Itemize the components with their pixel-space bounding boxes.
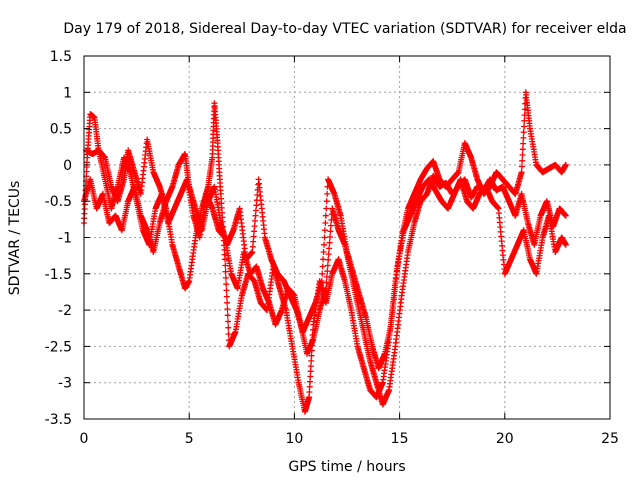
data-point (320, 256, 327, 263)
data-point (519, 152, 526, 158)
y-tick-label: 0 (63, 158, 72, 174)
data-point (518, 169, 525, 176)
data-point (307, 378, 313, 385)
data-point (325, 256, 332, 263)
data-point (327, 222, 334, 229)
data-point (250, 233, 257, 240)
data-point (306, 394, 313, 401)
data-point (223, 287, 230, 294)
x-axis: 0 5 10 15 20 25 (80, 56, 619, 447)
data-point (562, 212, 569, 219)
data-point (249, 243, 256, 250)
data-point (322, 212, 329, 219)
x-tick-label: 10 (285, 431, 303, 447)
data-point (323, 198, 330, 205)
data-point (251, 228, 258, 235)
y-axis-label: SDTVAR / TECUs (7, 181, 23, 296)
data-point (521, 123, 527, 130)
y-tick-label: 0.5 (50, 122, 72, 138)
chart-title: Day 179 of 2018, Sidereal Day-to-day VTE… (63, 21, 626, 37)
data-point (323, 279, 330, 286)
data-point (519, 157, 526, 164)
data-point (306, 389, 313, 395)
y-tick-label: 1.5 (50, 49, 72, 65)
data-point (224, 312, 231, 319)
data-point (253, 202, 260, 209)
data-point (320, 249, 327, 255)
data-point (323, 205, 330, 212)
data-point (324, 268, 331, 275)
data-point (321, 241, 327, 248)
y-tick-label: 1 (63, 85, 72, 101)
data-point (307, 373, 314, 380)
x-tick-label: 5 (185, 431, 194, 447)
data-point (324, 190, 331, 197)
y-tick-label: -2.5 (45, 339, 72, 355)
data-point (323, 273, 330, 280)
data-point (250, 238, 257, 245)
data-point (308, 352, 315, 359)
y-tick-label: -3 (58, 376, 72, 392)
data-point (319, 270, 326, 277)
series-track-c (83, 147, 569, 408)
data-point (306, 383, 313, 390)
data-point (224, 299, 231, 306)
data-point (327, 234, 333, 240)
data-point (520, 140, 527, 147)
data-point (307, 363, 314, 370)
data-point (252, 217, 258, 224)
data-point (225, 318, 231, 325)
data-point (318, 278, 325, 285)
y-tick-label: -1.5 (45, 267, 72, 283)
data-point (307, 368, 314, 375)
data-point (223, 281, 230, 288)
data-point (222, 268, 229, 275)
data-point (520, 134, 527, 141)
x-tick-label: 20 (496, 431, 514, 447)
data-marks (81, 89, 569, 415)
data-point (562, 241, 569, 248)
x-tick-label: 15 (391, 431, 409, 447)
y-axis: -3.5 -3 -2.5 -2 -1.5 -1 -0.5 0 0.5 1 1.5 (45, 49, 610, 428)
data-point (254, 192, 261, 198)
data-point (321, 227, 328, 234)
data-point (326, 245, 333, 252)
data-point (326, 239, 333, 246)
data-point (321, 234, 328, 241)
data-point (225, 331, 232, 337)
data-point (224, 306, 231, 313)
y-tick-label: -0.5 (45, 194, 72, 210)
data-point (252, 207, 259, 214)
data-point (225, 324, 232, 331)
data-point (518, 163, 525, 170)
data-point (324, 262, 331, 269)
data-point (519, 146, 526, 153)
data-point (322, 220, 329, 226)
data-point (251, 223, 258, 230)
x-tick-label: 0 (80, 431, 89, 447)
data-point (325, 251, 332, 258)
data-point (252, 212, 259, 219)
data-point (327, 228, 334, 235)
x-tick-label: 25 (601, 431, 619, 447)
data-point (223, 293, 230, 300)
data-point (520, 129, 527, 136)
data-point (319, 263, 326, 270)
data-point (308, 357, 315, 364)
y-tick-label: -3.5 (45, 412, 72, 428)
x-axis-label: GPS time / hours (288, 459, 405, 475)
y-tick-label: -1 (58, 231, 72, 247)
data-point (222, 256, 228, 263)
data-point (323, 285, 329, 292)
data-point (562, 161, 569, 168)
y-tick-label: -2 (58, 303, 72, 319)
data-point (255, 181, 262, 188)
data-point (222, 274, 229, 281)
data-point (249, 249, 256, 255)
